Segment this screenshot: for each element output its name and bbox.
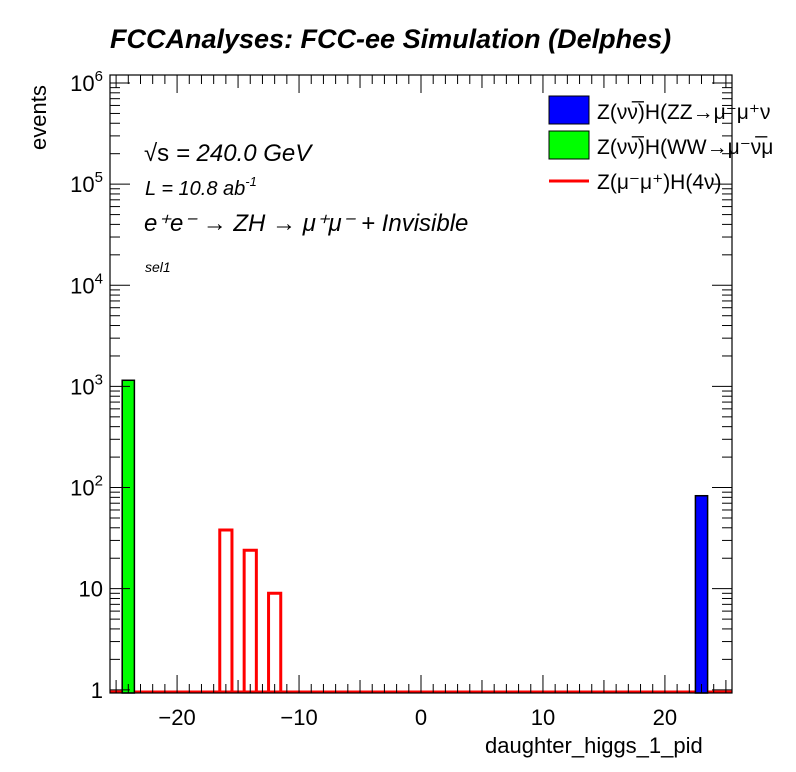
y-ticks-layer: 1 10 102 103 104 105 106 bbox=[70, 68, 732, 703]
y-tick-label: 10 bbox=[79, 577, 103, 602]
y-tick-label: 1 bbox=[91, 678, 103, 703]
legend-label-1: Z(νν̅)H(WW→μ⁻ν̅μ bbox=[597, 136, 773, 159]
legend: Z(νν̅)H(ZZ→μ⁻μ⁺ν Z(νν̅)H(WW→μ⁻ν̅μ Z(μ⁻μ⁺)H… bbox=[548, 95, 773, 194]
x-tick-label: 0 bbox=[415, 705, 427, 730]
x-tick-label: −20 bbox=[158, 705, 195, 730]
y-tick-label: 103 bbox=[70, 371, 103, 399]
y-tick-label: 106 bbox=[70, 68, 103, 96]
legend-label-2: Z(μ⁻μ⁺)H(4ν) bbox=[597, 171, 722, 194]
x-tick-label: −10 bbox=[280, 705, 317, 730]
legend-swatch-1 bbox=[548, 130, 590, 160]
luminosity-annotation: L = 10.8 ab-1 bbox=[145, 174, 257, 200]
y-tick-label: 105 bbox=[70, 169, 103, 197]
process-annotation: e⁺e⁻ → ZH → μ⁺μ⁻ + Invisible bbox=[144, 210, 468, 237]
bars-layer bbox=[110, 379, 732, 694]
chart-title: FCCAnalyses: FCC-ee Simulation (Delphes) bbox=[110, 24, 671, 54]
step-bar-1 bbox=[242, 548, 258, 693]
selection-annotation: sel1 bbox=[145, 259, 171, 275]
legend-swatch-0 bbox=[548, 95, 590, 125]
y-tick-label: 102 bbox=[70, 473, 103, 501]
legend-label-0: Z(νν̅)H(ZZ→μ⁻μ⁺ν bbox=[597, 101, 771, 124]
y-tick-label: 104 bbox=[70, 270, 103, 298]
bar-0-0 bbox=[694, 494, 709, 694]
x-tick-label: 20 bbox=[653, 705, 677, 730]
x-axis-label: daughter_higgs_1_pid bbox=[485, 733, 703, 758]
sqrt-s-annotation: √s = 240.0 GeV bbox=[144, 140, 313, 167]
x-tick-label: 10 bbox=[531, 705, 555, 730]
step-bar-0 bbox=[218, 528, 234, 693]
plot-frame bbox=[109, 74, 733, 694]
x-ticks-layer: −20 −10 0 10 20 bbox=[115, 75, 727, 730]
step-bar-2 bbox=[267, 591, 283, 693]
y-axis-label: events bbox=[26, 85, 51, 150]
bar-1-0 bbox=[121, 379, 136, 694]
